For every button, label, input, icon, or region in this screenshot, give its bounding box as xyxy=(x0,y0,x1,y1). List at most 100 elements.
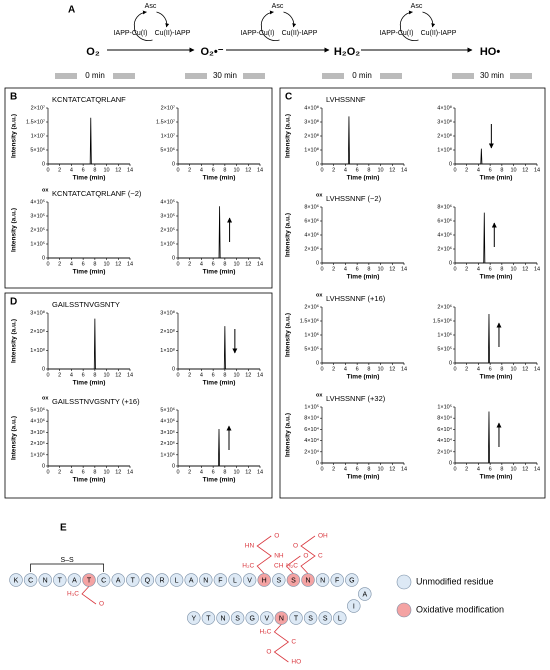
x-tick-label: 6 xyxy=(82,469,85,475)
x-tick-label: 14 xyxy=(401,266,407,272)
x-tick-label: 10 xyxy=(234,261,240,267)
y-tick-label: 4×10⁵ xyxy=(160,198,175,205)
x-tick-label: 0 xyxy=(320,466,323,472)
y-tick-label: 5×10⁵ xyxy=(304,345,319,352)
x-tick-label: 8 xyxy=(500,366,503,372)
disulfide-label: S–S xyxy=(60,557,74,564)
y-tick-label: 3×10⁵ xyxy=(30,212,45,219)
species: O₂ xyxy=(86,46,100,58)
y-tick-label: 4×10⁵ xyxy=(30,198,45,205)
x-tick-label: 0 xyxy=(176,261,179,267)
catalyst-left: IAPP-Cu(I) xyxy=(114,30,148,37)
residue xyxy=(286,573,301,587)
y-tick-label: 0 xyxy=(42,463,45,469)
y-axis-label: Intensity (a.u.) xyxy=(11,319,18,363)
residue xyxy=(260,611,274,625)
y-tick-label: 1×10⁷ xyxy=(31,132,45,139)
x-tick-label: 2 xyxy=(465,466,468,472)
x-tick-label: 12 xyxy=(522,366,528,372)
x-axis-label: Time (min) xyxy=(347,274,380,281)
y-tick-label: 6×10⁶ xyxy=(437,217,452,224)
panel-c-box xyxy=(279,87,546,499)
time-header: 30 min xyxy=(213,71,237,80)
y-tick-label: 1.5×10⁷ xyxy=(26,118,45,125)
x-tick-label: 14 xyxy=(401,167,407,173)
residue xyxy=(111,573,125,587)
side-chain-label: C xyxy=(318,553,323,560)
x-tick-label: 14 xyxy=(534,366,540,372)
residue-label: S xyxy=(276,577,281,584)
x-tick-label: 2 xyxy=(332,167,335,173)
header-bar xyxy=(380,73,402,79)
x-tick-label: 4 xyxy=(200,469,203,475)
x-tick-label: 8 xyxy=(93,469,96,475)
y-tick-label: 1×10⁶ xyxy=(30,451,45,458)
header-bar xyxy=(322,73,344,79)
panel-label: A xyxy=(68,5,75,16)
x-tick-label: 14 xyxy=(257,167,263,173)
chart-title: LVHSSNNF (+16) xyxy=(326,294,386,303)
x-tick-label: 2 xyxy=(188,261,191,267)
residue-label: R xyxy=(159,577,164,584)
x-tick-label: 6 xyxy=(489,366,492,372)
y-tick-label: 2×10⁸ xyxy=(30,328,45,335)
x-axis-label: Time (min) xyxy=(480,175,513,182)
side-chain-label: HN xyxy=(245,543,255,550)
x-tick-label: 10 xyxy=(511,167,517,173)
y-tick-label: 2×10⁸ xyxy=(160,328,175,335)
y-tick-label: 2×10⁴ xyxy=(437,448,452,455)
y-tick-label: 5×10⁶ xyxy=(30,406,45,413)
catalyst-right: Cu(II)-IAPP xyxy=(421,30,457,37)
x-tick-label: 14 xyxy=(257,261,263,267)
x-tick-label: 6 xyxy=(212,261,215,267)
residue xyxy=(274,611,289,625)
y-tick-label: 2×10⁷ xyxy=(161,104,175,111)
x-tick-label: 2 xyxy=(332,466,335,472)
x-tick-label: 6 xyxy=(212,372,215,378)
residue-label: T xyxy=(131,577,136,584)
x-axis-label: Time (min) xyxy=(347,474,380,481)
x-axis-label: Time (min) xyxy=(73,175,106,182)
y-tick-label: 3×10⁸ xyxy=(437,118,452,125)
legend-label: Unmodified residue xyxy=(416,576,494,586)
y-tick-label: 5×10⁶ xyxy=(30,146,45,153)
residue-label: T xyxy=(87,577,92,584)
y-tick-label: 1×10⁸ xyxy=(30,347,45,354)
x-tick-label: 2 xyxy=(58,469,61,475)
x-tick-label: 0 xyxy=(453,266,456,272)
panel-d-box xyxy=(4,292,273,499)
x-axis-label: Time (min) xyxy=(73,477,106,484)
residue-label: L xyxy=(233,577,237,584)
y-tick-label: 1.5×10⁷ xyxy=(156,118,175,125)
x-tick-label: 14 xyxy=(401,466,407,472)
side-chain-label: H₂C xyxy=(242,563,254,570)
residue-label: S xyxy=(235,615,240,622)
side-chain xyxy=(300,535,316,574)
y-tick-label: 0 xyxy=(42,255,45,261)
y-tick-label: 1×10⁵ xyxy=(437,403,452,410)
y-tick-label: 0 xyxy=(449,460,452,466)
y-tick-label: 2×10⁶ xyxy=(30,440,45,447)
panel-label: D xyxy=(10,297,17,308)
trace xyxy=(48,318,130,370)
trace xyxy=(178,326,260,370)
chart-title: LVHSSNNF xyxy=(326,95,366,104)
x-tick-label: 10 xyxy=(104,167,110,173)
x-tick-label: 10 xyxy=(234,167,240,173)
reductant: Asc xyxy=(272,3,284,10)
x-tick-label: 10 xyxy=(234,469,240,475)
y-axis-label: Intensity (a.u.) xyxy=(11,114,18,158)
y-tick-label: 4×10⁶ xyxy=(304,231,319,238)
x-tick-label: 0 xyxy=(46,261,49,267)
residue xyxy=(230,611,245,625)
side-chain-label: OH xyxy=(318,533,328,540)
x-axis-label: Time (min) xyxy=(480,474,513,481)
y-tick-label: 3×10⁵ xyxy=(160,212,175,219)
y-tick-label: 0 xyxy=(316,260,319,266)
residue xyxy=(126,573,140,587)
x-tick-label: 10 xyxy=(104,372,110,378)
header-bar xyxy=(452,73,474,79)
y-tick-label: 3×10⁸ xyxy=(304,118,319,125)
side-chain xyxy=(273,624,290,663)
